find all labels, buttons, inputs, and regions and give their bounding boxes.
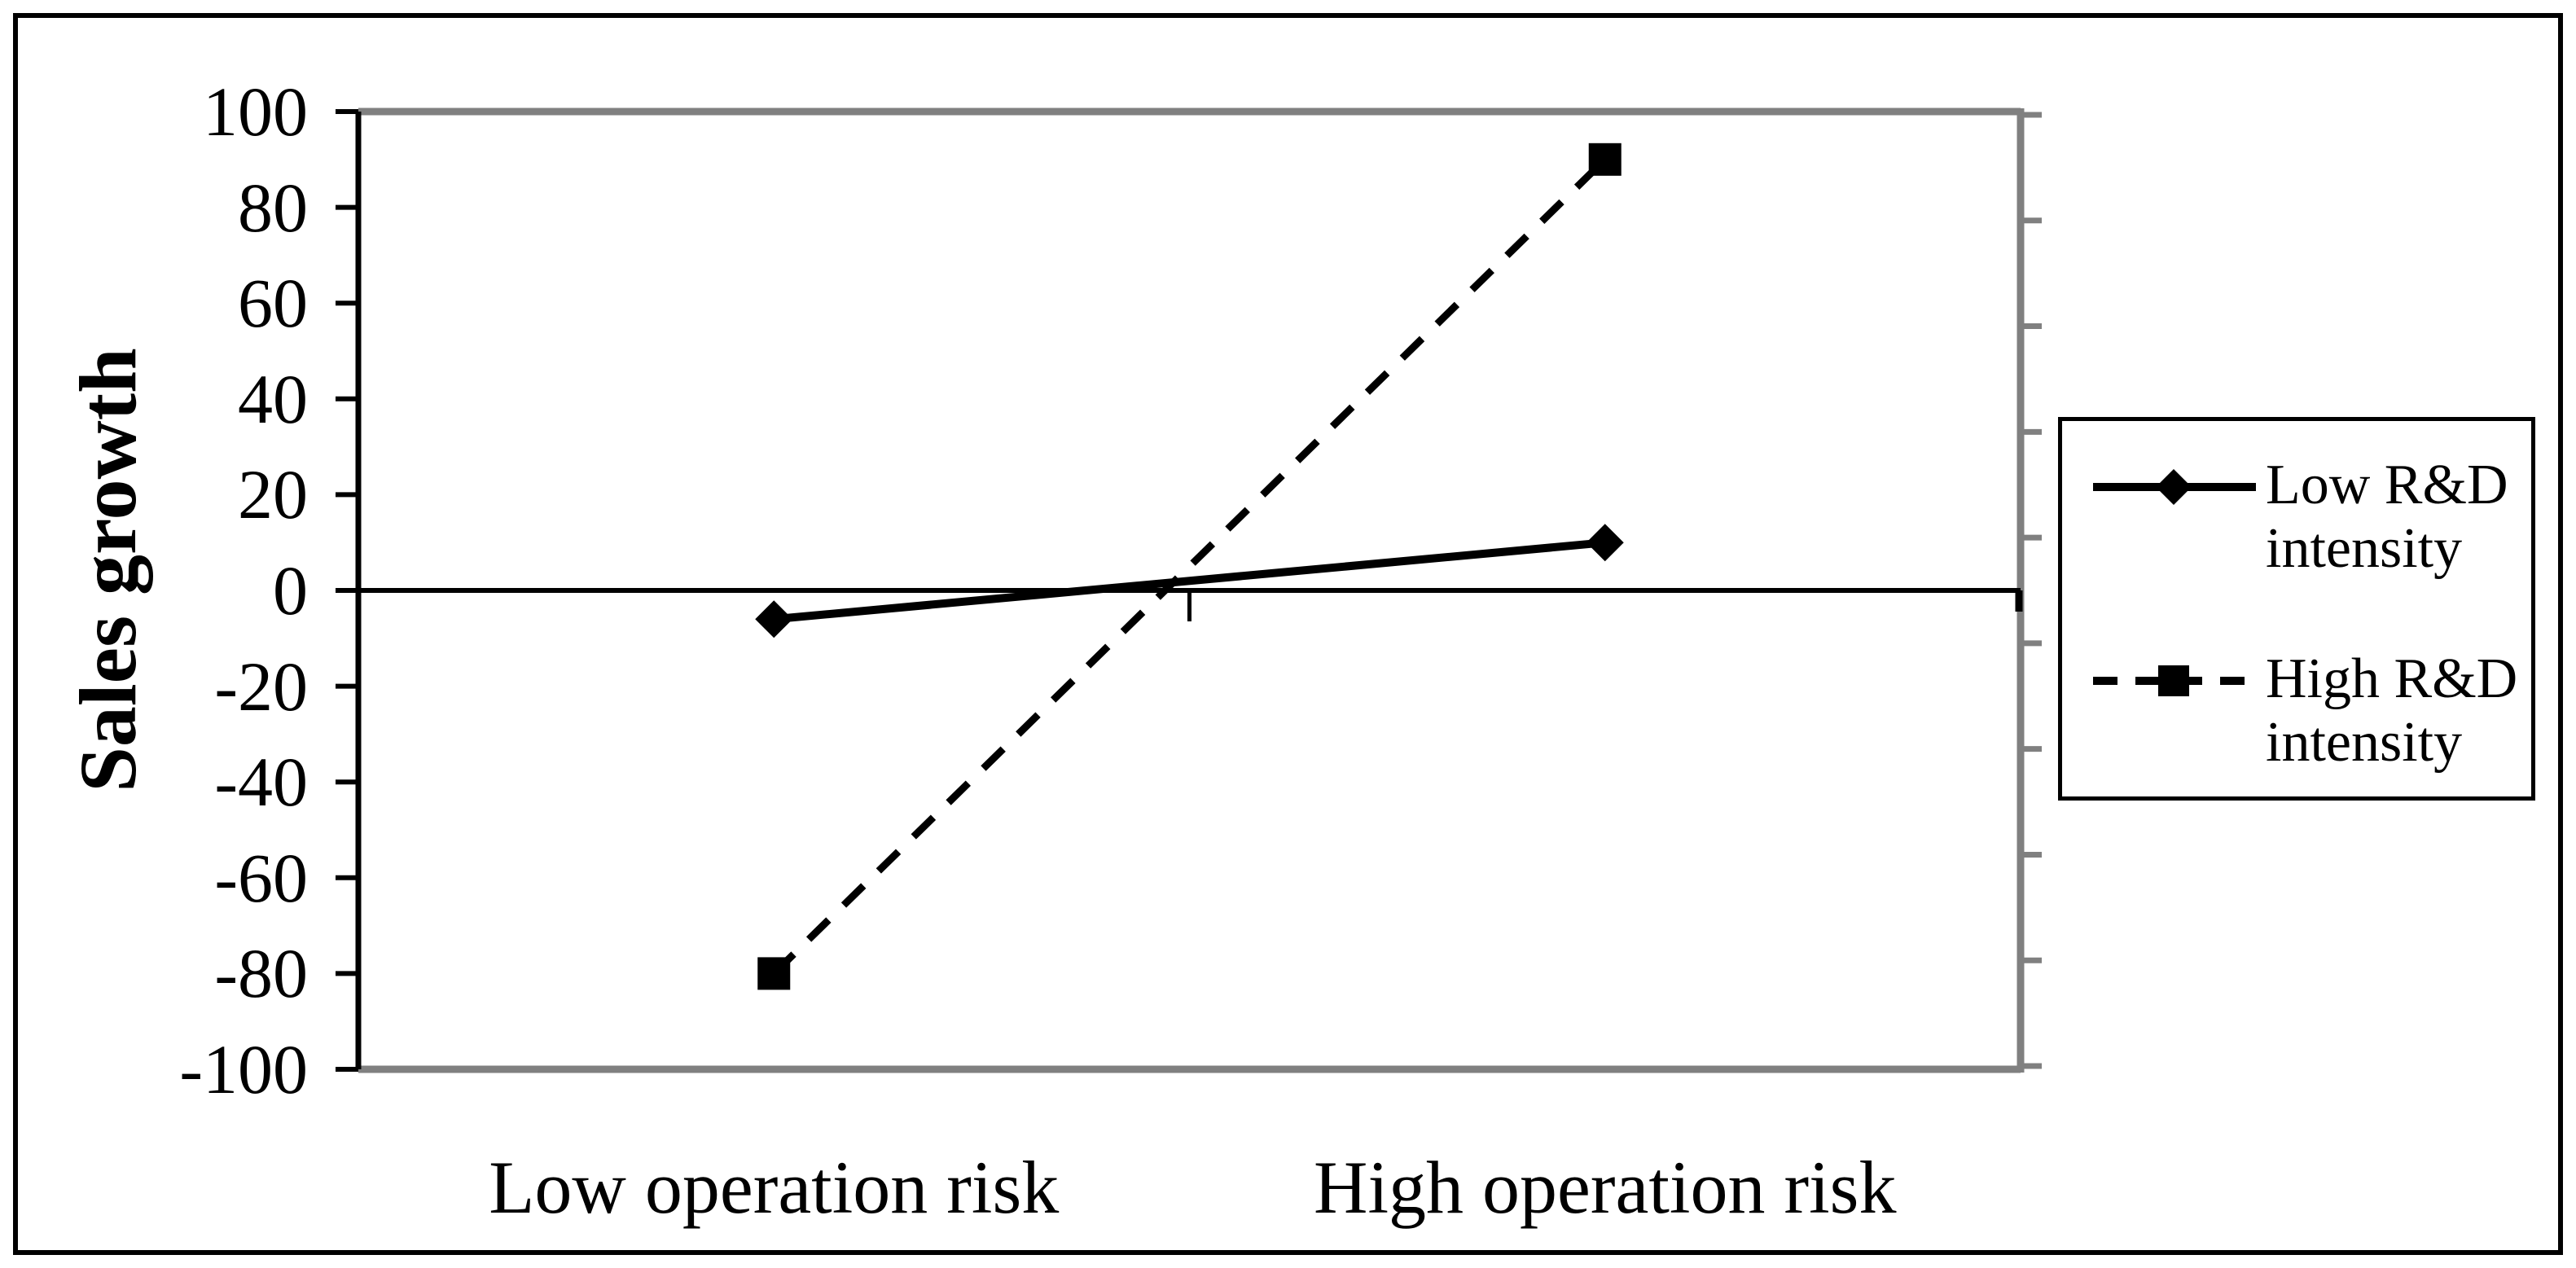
legend-label-line: intensity [2266,711,2463,774]
y-tick-label: -80 [214,934,308,1013]
y-tick-label: -100 [179,1030,308,1108]
y-tick-label: 60 [238,264,308,343]
legend-sample-low-rd [2093,469,2256,505]
series-line-dashed [771,156,1608,976]
y-tick-label: 80 [238,168,308,247]
y-tick-label: 40 [238,359,308,438]
y-tick-label: 100 [203,72,308,151]
data-point-diamond-marker [1586,524,1624,562]
data-point-square-marker [1588,143,1622,176]
data-point-diamond-marker [755,600,793,638]
legend-box: Low R&D intensity High R&D intensity [2058,417,2535,801]
y-tick-label: -60 [214,838,308,917]
legend-label-line: Low R&D [2266,454,2508,516]
y-tick-label: -20 [214,647,308,726]
y-tick-label: 20 [238,455,308,534]
legend-square-marker-icon [2158,665,2189,696]
x-category-label-high: High operation risk [1314,1146,1897,1229]
legend-diamond-marker-icon [2156,469,2192,505]
series-line-solid [773,538,1606,624]
figure-border [13,13,2563,1255]
data-point-square-marker [757,957,791,990]
legend-label-line: intensity [2266,517,2463,580]
y-tick-label: -40 [214,743,308,822]
y-tick-label: 0 [273,551,308,630]
legend-label-low-rd: Low R&D intensity [2266,454,2508,581]
legend-sample-high-rd [2093,665,2256,696]
legend-label-high-rd: High R&D intensity [2266,647,2517,774]
x-category-label-low: Low operation risk [489,1146,1060,1229]
legend-label-line: High R&D [2266,647,2518,710]
